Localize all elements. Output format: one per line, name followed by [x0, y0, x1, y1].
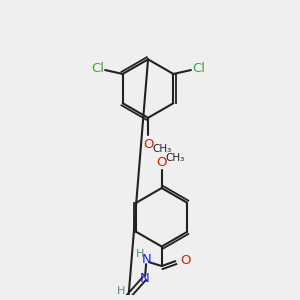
- Text: Cl: Cl: [91, 61, 104, 75]
- Text: CH₃: CH₃: [166, 153, 185, 163]
- Text: O: O: [157, 155, 167, 169]
- Text: H: H: [117, 286, 125, 296]
- Text: N: N: [139, 272, 149, 285]
- Text: H: H: [136, 249, 144, 259]
- Text: Cl: Cl: [192, 61, 205, 75]
- Text: CH₃: CH₃: [152, 144, 171, 154]
- Text: O: O: [143, 138, 153, 151]
- Text: N: N: [142, 253, 152, 266]
- Text: O: O: [180, 254, 191, 267]
